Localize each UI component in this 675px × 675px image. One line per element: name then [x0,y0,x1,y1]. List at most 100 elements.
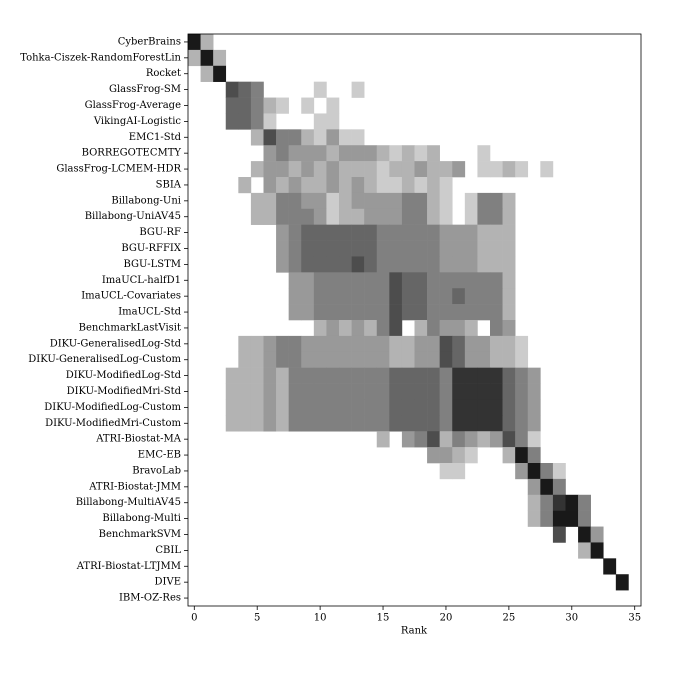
heatmap-cell [288,208,302,225]
heatmap-cell [301,224,315,241]
heatmap-cell [313,81,327,98]
heatmap-cell [515,399,529,416]
heatmap-cell [276,129,289,146]
heatmap-cell [339,288,352,305]
heatmap-cell [276,161,289,178]
heatmap-cell [401,224,415,241]
y-tick-label: DIKU-ModifiedLog-Custom [44,402,181,413]
heatmap-cell [276,256,289,273]
heatmap-cell [439,463,453,480]
heatmap-cell [389,367,403,384]
heatmap-cell [301,240,315,257]
heatmap-cell [238,383,252,400]
heatmap-cell [276,145,289,162]
heatmap-cell [339,177,352,194]
y-tick-label: Billabong-Uni [111,195,181,206]
x-tick-label: 35 [628,613,641,624]
heatmap-cell [339,145,352,162]
heatmap-cell [427,256,440,273]
y-tick-label: CyberBrains [118,36,181,47]
heatmap-cell [389,224,403,241]
heatmap-cell [238,335,252,353]
heatmap-cell [276,351,289,368]
heatmap-cell [477,351,491,368]
heatmap-cell [401,240,415,257]
heatmap-cell [490,224,503,241]
y-tick-label: ATRI-Biostat-JMM [88,481,181,492]
heatmap-cell [427,399,440,416]
heatmap-cell [288,351,302,368]
heatmap-cell [502,304,516,321]
heatmap-cell [540,510,554,527]
heatmap-cell [339,161,352,178]
y-tick-label: BenchmarkSVM [99,529,181,540]
heatmap-cell [250,415,264,432]
heatmap-cell [288,224,302,241]
heatmap-cell [427,383,440,400]
heatmap-cell [477,256,491,273]
heatmap-cell [439,320,453,337]
heatmap-cell [326,304,340,321]
heatmap-cell [326,240,340,257]
heatmap-cell [313,161,327,178]
heatmap-cell [515,367,529,384]
heatmap-cell [225,367,239,384]
heatmap-cell [401,288,415,305]
y-tick-label: ImaUCL-halfD1 [102,275,181,286]
heatmap-cell [464,383,478,400]
heatmap-cell [301,304,315,321]
heatmap-cell [515,415,529,432]
y-tick-label: ATRI-Biostat-MA [95,434,182,445]
heatmap-cell [427,415,440,432]
heatmap-cell [477,399,491,416]
y-tick-label: DIKU-ModifiedMri-Std [67,386,182,397]
heatmap-cell [376,335,390,353]
y-tick-label: DIKU-GeneralisedLog-Std [50,338,182,349]
heatmap-cell [225,383,239,400]
heatmap-cell [288,240,302,257]
heatmap-cell [326,335,340,353]
heatmap-cell [452,272,466,289]
y-tick-label: DIKU-GeneralisedLog-Custom [28,354,181,365]
heatmap-cell [313,335,327,353]
heatmap-cell [188,49,201,67]
y-tick-label: EMC-EB [138,450,181,461]
heatmap-cell [427,192,440,210]
x-tick-label: 15 [377,613,390,624]
heatmap-cell [225,399,239,416]
heatmap-cell [464,447,478,464]
heatmap-cell [276,240,289,257]
heatmap-cell [427,320,440,337]
heatmap-cell [313,192,327,210]
y-tick-label: BGU-RF [139,227,181,238]
heatmap-cell [313,177,327,194]
y-tick-label: ImaUCL-Std [118,307,181,318]
heatmap-cell [263,145,277,162]
heatmap-cell [301,192,315,210]
heatmap-cell [326,208,340,225]
y-tick-label: DIVE [155,577,182,588]
heatmap-cell [452,224,466,241]
heatmap-cell [464,367,478,384]
heatmap-cell [389,192,403,210]
heatmap-cell [389,351,403,368]
heatmap-cell [427,304,440,321]
heatmap-cell [351,304,365,321]
heatmap-cell [414,272,428,289]
heatmap-cell [301,351,315,368]
heatmap-cell [452,367,466,384]
heatmap-cell [527,367,541,384]
heatmap-cell [276,367,289,384]
heatmap-cell [313,256,327,273]
heatmap-cell [364,224,378,241]
heatmap-cell [452,335,466,353]
heatmap-cell [288,415,302,432]
heatmap-cell [427,447,440,464]
heatmap-cell [301,288,315,305]
plot-frame [187,33,642,607]
heatmap-cell [213,49,227,67]
heatmap-cell [477,415,491,432]
heatmap-cell [238,399,252,416]
heatmap-cell [502,272,516,289]
